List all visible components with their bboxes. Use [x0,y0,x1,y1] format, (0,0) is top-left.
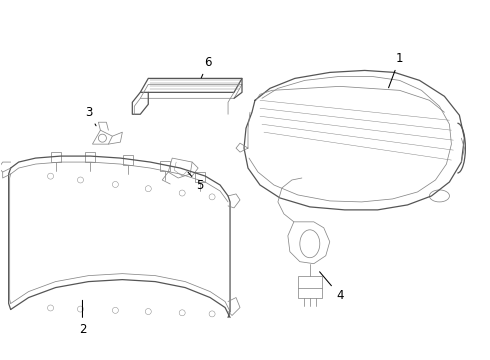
Text: 1: 1 [389,52,403,88]
Text: 2: 2 [79,300,86,336]
Text: 3: 3 [85,106,96,126]
Text: 4: 4 [319,272,343,302]
Text: 5: 5 [188,172,204,193]
Text: 6: 6 [201,56,212,78]
